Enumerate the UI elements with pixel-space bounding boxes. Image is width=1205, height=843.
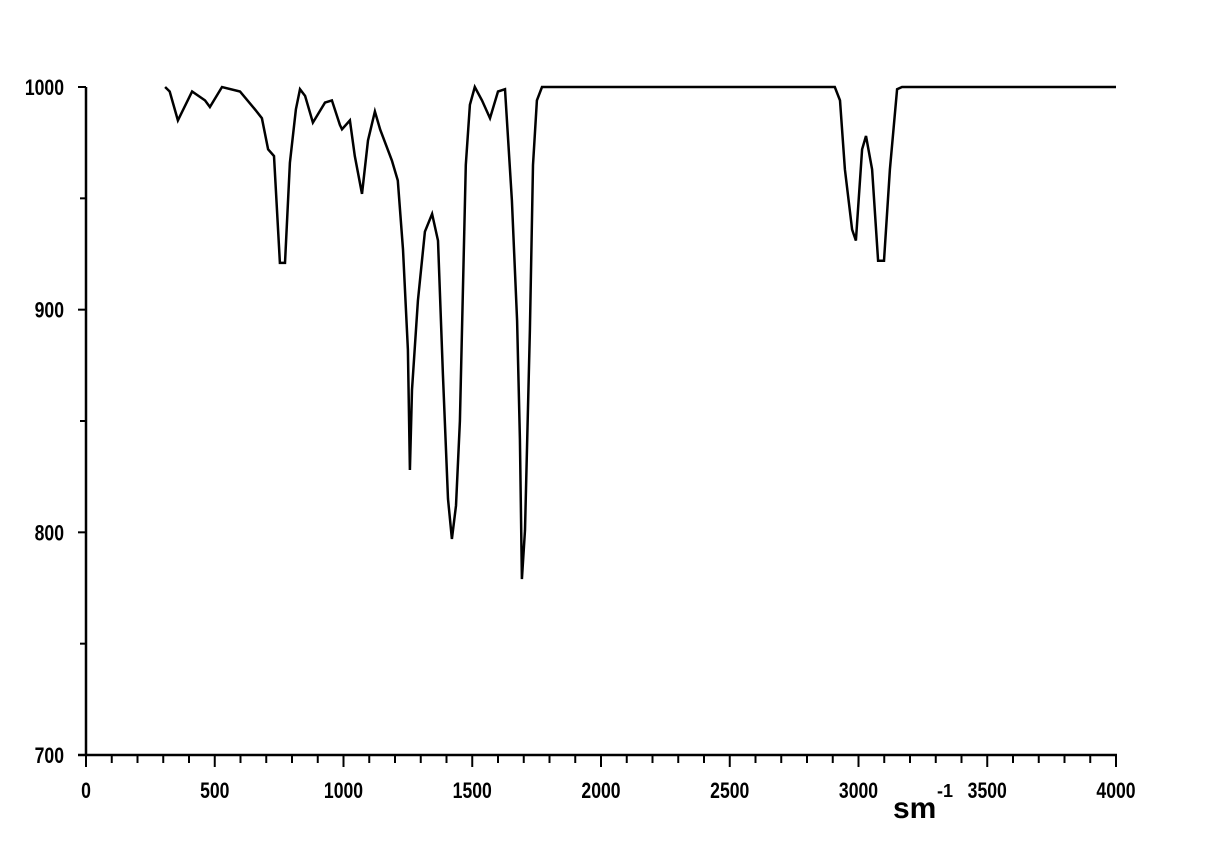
x-tick-label: 1500 [453, 779, 492, 803]
y-tick-label: 700 [35, 744, 64, 768]
x-tick-label: 2000 [581, 779, 620, 803]
spectrum-line [164, 83, 1116, 580]
x-tick-label: 500 [200, 779, 229, 803]
x-axis-label: sm [893, 792, 936, 825]
x-tick-label: 4000 [1096, 779, 1135, 803]
x-tick-label: 3500 [968, 779, 1007, 803]
axes [78, 87, 1117, 757]
x-tick-label: 3000 [839, 779, 878, 803]
x-tick-label: 0 [81, 779, 91, 803]
x-tick-label: 2500 [710, 779, 749, 803]
y-tick-label: 1000 [25, 76, 64, 100]
x-tick-label: 1000 [324, 779, 363, 803]
y-tick-label: 800 [35, 522, 64, 546]
y-tick-label: 900 [35, 299, 64, 323]
x-axis-label-superscript: -1 [937, 781, 953, 801]
ticks: 0 500 1000 1500 2000 2500 3000 3500 4000 700 800 90… [25, 76, 1136, 803]
